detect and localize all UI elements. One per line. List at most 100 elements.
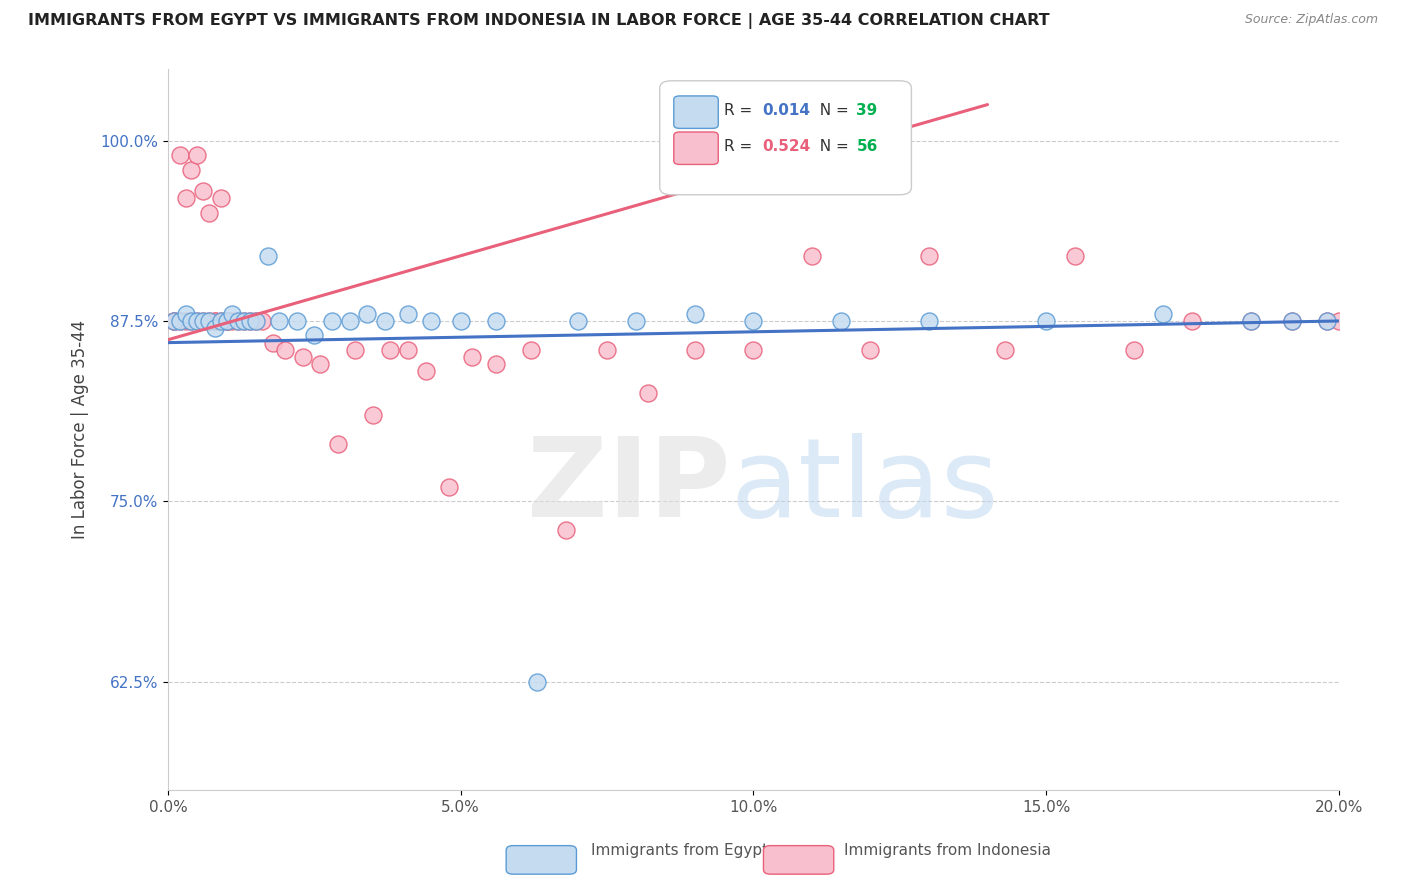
Point xyxy=(215,314,238,328)
Point xyxy=(567,314,589,328)
Point xyxy=(245,314,267,328)
Point xyxy=(180,314,202,328)
Point xyxy=(1316,314,1339,328)
Point xyxy=(169,314,191,328)
Point xyxy=(291,350,314,364)
Point xyxy=(461,350,484,364)
FancyBboxPatch shape xyxy=(659,81,911,194)
Point xyxy=(304,328,326,343)
Point xyxy=(596,343,619,357)
Point xyxy=(918,249,941,263)
Point xyxy=(555,523,578,537)
Point xyxy=(193,314,215,328)
Point xyxy=(209,314,232,328)
Text: 56: 56 xyxy=(856,139,877,154)
Point xyxy=(198,314,221,328)
Point xyxy=(174,191,197,205)
Point xyxy=(226,314,249,328)
Point xyxy=(239,314,262,328)
Point xyxy=(485,314,508,328)
Point xyxy=(163,314,186,328)
Point xyxy=(215,314,238,328)
Point xyxy=(859,343,882,357)
Y-axis label: In Labor Force | Age 35-44: In Labor Force | Age 35-44 xyxy=(72,319,89,539)
Point xyxy=(163,314,186,328)
Point xyxy=(380,343,402,357)
Point xyxy=(356,307,378,321)
Point xyxy=(239,314,262,328)
Point xyxy=(994,343,1017,357)
Point xyxy=(163,314,186,328)
Point xyxy=(437,480,460,494)
FancyBboxPatch shape xyxy=(673,96,718,128)
Point xyxy=(245,314,267,328)
Point xyxy=(1240,314,1263,328)
Point xyxy=(918,314,941,328)
Point xyxy=(520,343,543,357)
Point xyxy=(186,148,208,162)
Point xyxy=(262,335,284,350)
Point xyxy=(233,314,256,328)
Text: 0.524: 0.524 xyxy=(762,139,811,154)
Point xyxy=(269,314,291,328)
Point xyxy=(204,314,226,328)
Point xyxy=(209,191,232,205)
Text: 0.014: 0.014 xyxy=(762,103,811,118)
Point xyxy=(396,343,419,357)
Text: R =: R = xyxy=(724,139,758,154)
Point xyxy=(374,314,396,328)
Point xyxy=(193,184,215,198)
Point xyxy=(285,314,308,328)
Point xyxy=(450,314,472,328)
Point xyxy=(626,314,648,328)
Point xyxy=(221,314,243,328)
Point xyxy=(339,314,361,328)
Point xyxy=(415,364,437,378)
Point xyxy=(174,307,197,321)
Point xyxy=(396,307,419,321)
Point xyxy=(186,314,208,328)
Point xyxy=(361,408,384,422)
Point xyxy=(1035,314,1057,328)
Point xyxy=(204,321,226,335)
Point xyxy=(683,307,706,321)
Point xyxy=(233,314,256,328)
Point xyxy=(742,314,765,328)
Point xyxy=(198,206,221,220)
Text: ZIP: ZIP xyxy=(527,434,730,541)
Point xyxy=(309,357,332,371)
Point xyxy=(1316,314,1339,328)
Point xyxy=(1281,314,1303,328)
Point xyxy=(221,307,243,321)
Point xyxy=(169,314,191,328)
Point xyxy=(420,314,443,328)
Point xyxy=(274,343,297,357)
Point xyxy=(180,162,202,177)
Point xyxy=(800,249,823,263)
Point xyxy=(321,314,343,328)
Point xyxy=(683,343,706,357)
Point xyxy=(215,314,238,328)
Point xyxy=(326,436,349,450)
Point xyxy=(1152,307,1174,321)
Point xyxy=(186,314,208,328)
Point xyxy=(180,314,202,328)
Point xyxy=(204,314,226,328)
Point xyxy=(485,357,508,371)
FancyBboxPatch shape xyxy=(673,132,718,164)
Point xyxy=(174,314,197,328)
Text: IMMIGRANTS FROM EGYPT VS IMMIGRANTS FROM INDONESIA IN LABOR FORCE | AGE 35-44 CO: IMMIGRANTS FROM EGYPT VS IMMIGRANTS FROM… xyxy=(28,13,1050,29)
Point xyxy=(193,314,215,328)
Point xyxy=(250,314,273,328)
Text: N =: N = xyxy=(810,139,853,154)
Point xyxy=(1181,314,1204,328)
Point xyxy=(169,148,191,162)
Point xyxy=(1281,314,1303,328)
Text: atlas: atlas xyxy=(730,434,998,541)
Point xyxy=(742,343,765,357)
Text: Source: ZipAtlas.com: Source: ZipAtlas.com xyxy=(1244,13,1378,27)
Text: N =: N = xyxy=(810,103,853,118)
Point xyxy=(1064,249,1087,263)
Point xyxy=(1240,314,1263,328)
Point xyxy=(830,314,852,328)
